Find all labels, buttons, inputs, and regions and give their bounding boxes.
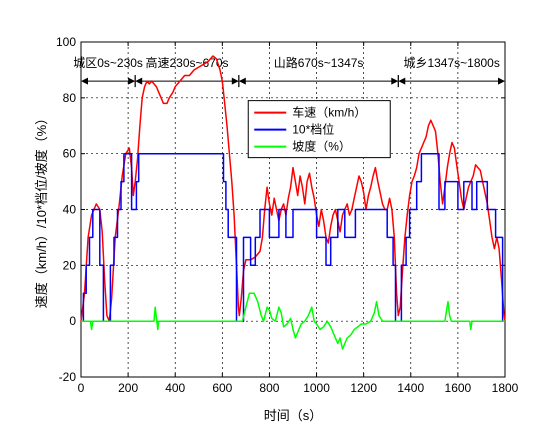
series bbox=[80, 55, 506, 350]
x-tick-label: 1400 bbox=[397, 381, 424, 395]
segment-arrow-head-left bbox=[135, 77, 143, 85]
x-tick-label: 1000 bbox=[303, 381, 330, 395]
segment-arrow-head-left bbox=[398, 77, 406, 85]
ticks: 0 200 400 600 800 1000 1200 1400 1600 1800-200204… bbox=[56, 35, 519, 395]
x-axis-label: 时间（s） bbox=[264, 408, 323, 423]
x-tick-label: 1800 bbox=[492, 381, 519, 395]
y-tick-label: -20 bbox=[59, 370, 77, 384]
series-line bbox=[81, 292, 505, 350]
x-tick-label: 1200 bbox=[350, 381, 377, 395]
x-tick-label: 600 bbox=[212, 381, 232, 395]
series-line bbox=[80, 55, 506, 322]
segment-label: 山路670s~1347s bbox=[274, 55, 364, 70]
y-tick-label: 60 bbox=[63, 147, 77, 161]
segment-arrow-head-right bbox=[391, 77, 399, 85]
x-tick-label: 800 bbox=[259, 381, 279, 395]
legend-label: 坡度（%） bbox=[292, 139, 351, 154]
segment-label: 城乡1347s~1800s bbox=[403, 56, 499, 70]
y-axis-label: 速度（km/h）/10*档位/坡度（%） bbox=[34, 112, 49, 308]
y-tick-label: 100 bbox=[56, 35, 76, 49]
series-line bbox=[81, 152, 505, 322]
legend-label: 车速（km/h） bbox=[292, 105, 366, 120]
segment-label: 高速230s~670s bbox=[145, 55, 228, 70]
x-tick-label: 0 bbox=[78, 381, 85, 395]
y-tick-label: 20 bbox=[63, 258, 77, 272]
segment-arrow-head-right bbox=[231, 77, 239, 85]
segment-arrow-head-right bbox=[128, 77, 136, 85]
x-tick-label: 200 bbox=[118, 381, 138, 395]
x-tick-label: 400 bbox=[165, 381, 185, 395]
segment-arrow-head-left bbox=[238, 77, 246, 85]
y-tick-label: 0 bbox=[69, 314, 76, 328]
segment-label: 城区0s~230s bbox=[73, 56, 143, 70]
x-tick-label: 1600 bbox=[445, 381, 472, 395]
segment-arrow-head-right bbox=[498, 77, 505, 85]
segments: 城区0s~230s 高速230s~670s 山路670s~1347s 城乡1347s~… bbox=[73, 55, 506, 88]
segment-arrow-head-left bbox=[81, 77, 88, 85]
y-tick-label: 40 bbox=[63, 203, 77, 217]
y-tick-label: 80 bbox=[63, 91, 77, 105]
legend-label: 10*档位 bbox=[292, 122, 334, 137]
